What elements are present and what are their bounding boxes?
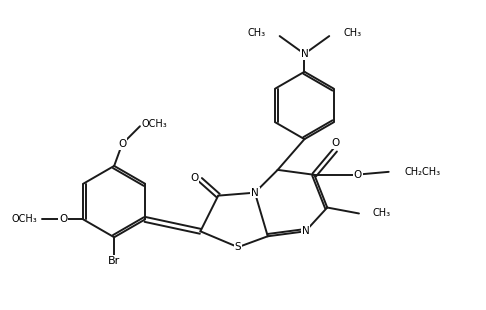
Text: N: N (300, 49, 308, 59)
Text: O: O (191, 173, 199, 183)
Text: N: N (301, 226, 309, 236)
Text: OCH₃: OCH₃ (142, 119, 168, 129)
Text: CH₂CH₃: CH₂CH₃ (404, 167, 441, 177)
Text: CH₃: CH₃ (343, 28, 361, 38)
Text: CH₃: CH₃ (373, 208, 391, 219)
Text: S: S (235, 242, 242, 252)
Text: O: O (118, 139, 126, 149)
Text: O: O (354, 170, 362, 180)
Text: O: O (59, 215, 68, 224)
Text: O: O (331, 138, 339, 148)
Text: Br: Br (108, 256, 121, 266)
Text: OCH₃: OCH₃ (12, 215, 38, 224)
Text: N: N (251, 188, 259, 198)
Text: CH₃: CH₃ (248, 28, 266, 38)
